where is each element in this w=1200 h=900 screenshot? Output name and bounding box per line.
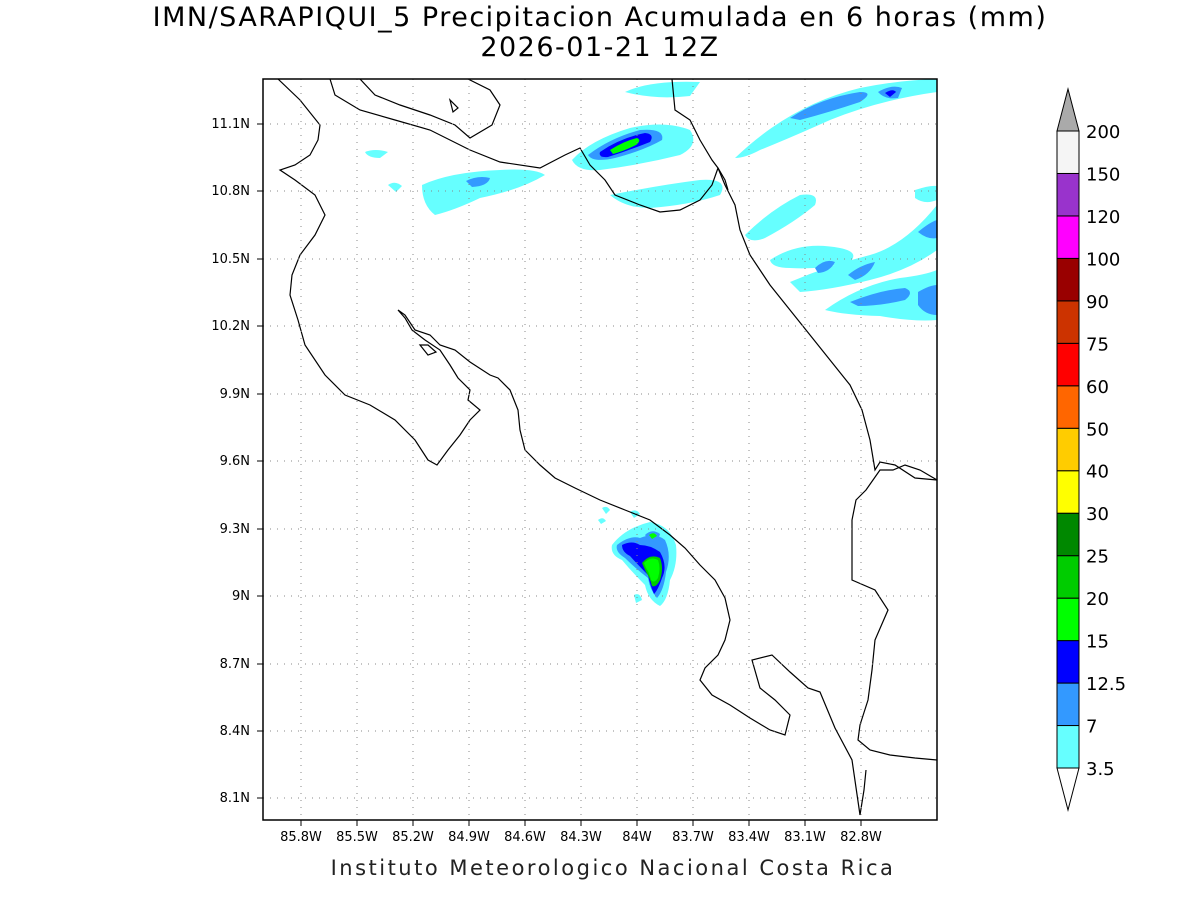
precip-cell xyxy=(918,220,937,239)
colorbar-segment xyxy=(1056,385,1080,429)
colorbar-level-label: 120 xyxy=(1086,207,1120,228)
colorbar-arrow-low xyxy=(1056,767,1080,812)
coastline xyxy=(717,167,937,481)
colorbar-level-label: 90 xyxy=(1086,292,1109,313)
colorbar-segment xyxy=(1056,470,1080,514)
precip-cell xyxy=(610,179,723,208)
border xyxy=(359,79,501,139)
colorbar-level-label: 3.5 xyxy=(1086,759,1115,780)
island xyxy=(418,344,438,356)
coastline xyxy=(859,769,867,816)
precip-cell xyxy=(735,79,937,158)
colorbar-level-label: 25 xyxy=(1086,547,1109,568)
colorbar-level-label: 100 xyxy=(1086,249,1120,270)
precip-cell xyxy=(745,194,816,241)
precip-cell xyxy=(850,288,910,306)
lon-tick-label: 85.8W xyxy=(280,830,322,845)
colorbar-segment xyxy=(1056,555,1080,599)
lon-tick-label: 85.5W xyxy=(336,830,378,845)
colorbar-level-label: 200 xyxy=(1086,122,1120,143)
precip-cell xyxy=(610,138,640,154)
precip-cell xyxy=(466,177,490,187)
colorbar-segment xyxy=(1056,342,1080,387)
colorbar-segment xyxy=(1056,257,1080,302)
colorbar-level-label: 12.5 xyxy=(1086,674,1126,695)
colorbar-segment xyxy=(1056,597,1080,642)
gridlines xyxy=(263,79,937,820)
lon-tick-label: 84.6W xyxy=(504,830,546,845)
colorbar: 3.5 7 12.5 15 20 25 30 40 50 60 75 90 100 120 150 200 xyxy=(1056,87,1126,812)
colorbar-segment xyxy=(1056,427,1080,472)
lat-tick-label: 9.6N xyxy=(220,454,250,469)
lon-tick-label: 84.9W xyxy=(448,830,490,845)
colorbar-level-label: 60 xyxy=(1086,377,1109,398)
precip-cell xyxy=(644,558,660,582)
colorbar-segment xyxy=(1056,130,1080,174)
lon-tick-label: 85.2W xyxy=(392,830,434,845)
colorbar-level-label: 7 xyxy=(1086,717,1097,738)
precip-cell xyxy=(625,81,700,98)
lat-tick-label: 9.9N xyxy=(220,387,250,402)
lat-tick-label: 9N xyxy=(232,589,250,604)
axis-ticks xyxy=(257,123,862,826)
lon-tick-label: 83.4W xyxy=(728,830,770,845)
colorbar-level-label: 15 xyxy=(1086,632,1109,653)
precip-cell xyxy=(790,92,868,120)
colorbar-segment xyxy=(1056,300,1080,344)
map-subtitle: 2026-01-21 12Z xyxy=(480,32,720,63)
precip-cell xyxy=(915,185,937,203)
lon-tick-label: 84.3W xyxy=(560,830,602,845)
lat-tick-label: 8.4N xyxy=(220,724,250,739)
lat-tick-label: 8.7N xyxy=(220,657,250,672)
colorbar-segment xyxy=(1056,640,1080,684)
colorbar-level-label: 75 xyxy=(1086,334,1109,355)
precipitation-field xyxy=(365,79,937,606)
coastline xyxy=(851,464,937,761)
coastlines xyxy=(277,79,937,816)
lon-tick-label: 83.1W xyxy=(784,830,826,845)
credit-footer: Instituto Meteorologico Nacional Costa R… xyxy=(330,856,896,880)
lat-tick-label: 10.5N xyxy=(211,252,250,267)
precip-cell xyxy=(598,518,606,524)
border xyxy=(671,79,729,191)
colorbar-level-label: 30 xyxy=(1086,504,1109,525)
lat-tick-label: 10.8N xyxy=(211,184,250,199)
colorbar-arrow-high xyxy=(1056,87,1080,132)
colorbar-segment xyxy=(1056,725,1080,769)
island xyxy=(448,98,459,114)
coastline xyxy=(277,79,861,816)
map-title: IMN/SARAPIQUI_5 Precipitacion Acumulada … xyxy=(152,2,1048,33)
lat-tick-label: 9.3N xyxy=(220,522,250,537)
colorbar-segment xyxy=(1056,682,1080,727)
precip-cell xyxy=(848,262,875,280)
colorbar-segment xyxy=(1056,215,1080,259)
map-frame xyxy=(262,78,938,821)
colorbar-segment xyxy=(1056,172,1080,217)
colorbar-level-label: 40 xyxy=(1086,462,1109,483)
precip-cell xyxy=(885,90,896,97)
border xyxy=(329,79,719,213)
precip-cell xyxy=(815,260,835,273)
lat-tick-label: 11.1N xyxy=(211,117,250,132)
lat-tick-label: 8.1N xyxy=(220,791,250,806)
precip-cell xyxy=(365,150,388,158)
precip-cell xyxy=(918,285,937,315)
precip-cell xyxy=(422,169,545,215)
precip-cell xyxy=(388,182,402,192)
precip-cell xyxy=(634,594,642,603)
lon-tick-label: 83.7W xyxy=(672,830,714,845)
precip-cell xyxy=(602,506,610,514)
lon-tick-label: 84W xyxy=(622,830,652,845)
colorbar-segment xyxy=(1056,512,1080,557)
lon-tick-label: 82.8W xyxy=(840,830,882,845)
colorbar-level-label: 50 xyxy=(1086,419,1109,440)
colorbar-level-label: 150 xyxy=(1086,164,1120,185)
colorbar-level-label: 20 xyxy=(1086,589,1109,610)
lat-tick-label: 10.2N xyxy=(211,319,250,334)
precip-cell xyxy=(649,533,657,539)
